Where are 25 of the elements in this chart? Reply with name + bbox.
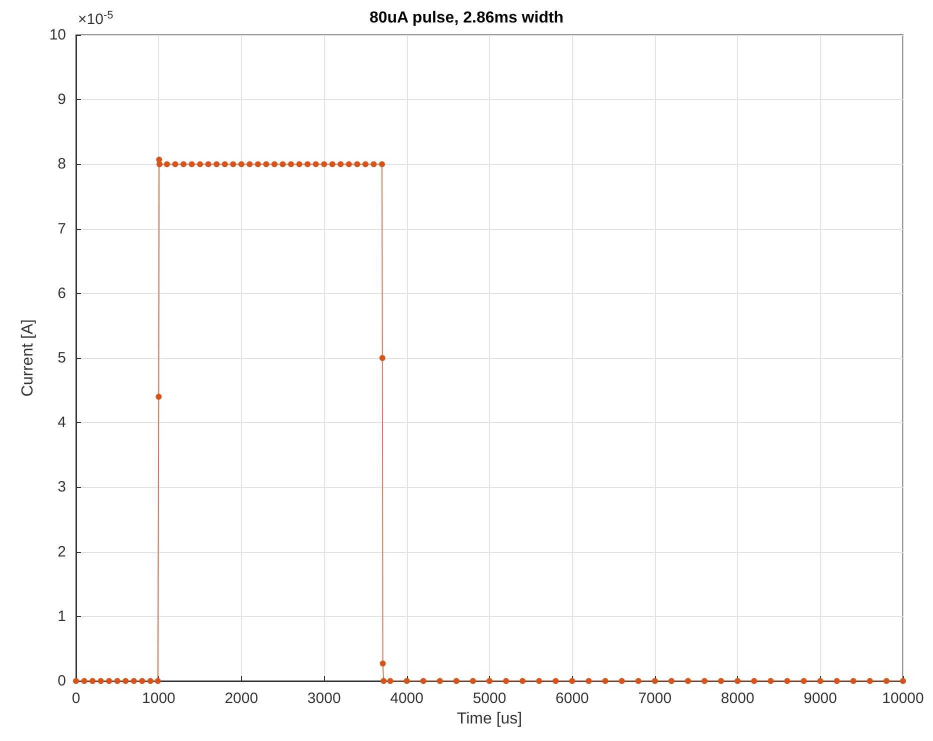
x-tick-label: 2000 <box>224 690 258 707</box>
x-tick-label: 5000 <box>472 690 506 707</box>
y-tick-label: 9 <box>58 91 66 108</box>
x-tick-label: 8000 <box>720 690 754 707</box>
x-tick-label: 1000 <box>142 690 176 707</box>
y-tick-label: 5 <box>58 350 66 366</box>
y-tick-label: 2 <box>58 543 66 560</box>
y-tick-label: 6 <box>58 284 66 302</box>
x-tick-label: 10000 <box>882 690 924 707</box>
x-axis-title: Time [us] <box>456 710 522 728</box>
y-tick-label: 8 <box>58 156 66 173</box>
x-tick-label: 0 <box>72 690 80 707</box>
y-tick-label: 1 <box>58 608 66 625</box>
x-tick-label: 9000 <box>804 690 837 707</box>
y-tick-label: 10 <box>49 26 66 44</box>
y-axis-title: Current [A] <box>20 319 36 397</box>
y-tick-label: 7 <box>58 220 66 238</box>
x-tick-label: 4000 <box>390 690 424 707</box>
y-tick-label: 0 <box>58 672 66 690</box>
x-tick-label: 7000 <box>638 690 672 707</box>
y-tick-label: 3 <box>58 478 66 496</box>
x-tick-label: 6000 <box>556 690 589 707</box>
y-tick-label: 4 <box>58 414 66 432</box>
chart-title: 80uA pulse, 2.86ms width <box>369 10 564 26</box>
x-tick-label: 3000 <box>307 690 341 707</box>
